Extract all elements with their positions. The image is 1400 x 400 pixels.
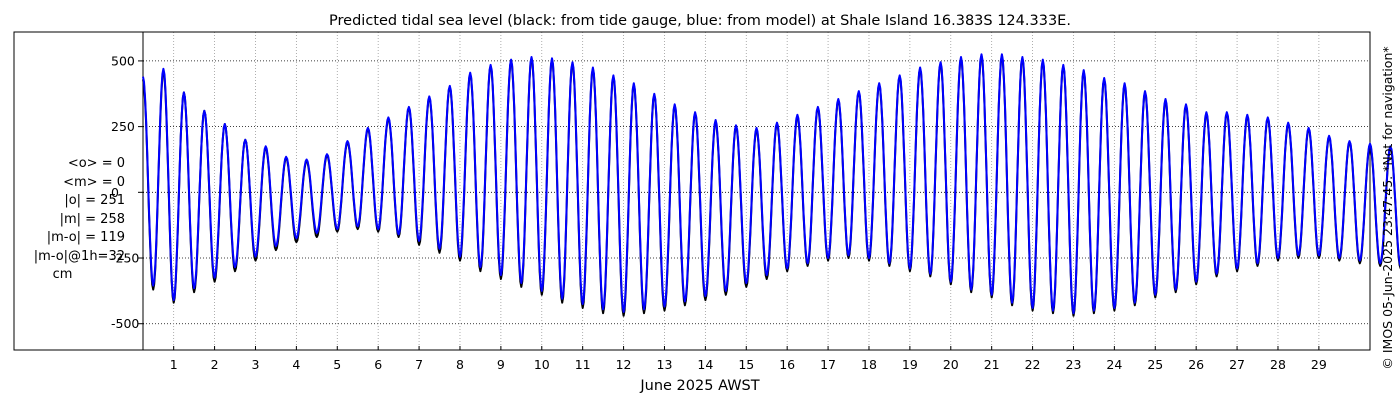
stat-unit: cm <box>52 267 73 282</box>
y-tick-label: -500 <box>111 316 139 331</box>
x-tick-label: 22 <box>1025 357 1041 372</box>
x-tick-label: 18 <box>861 357 877 372</box>
stat-abs-diff: |m-o| = 119 <box>46 230 125 245</box>
statistics-panel: <o> = 0 <m> = 0 |o| = 251 |m| = 258 |m-o… <box>0 155 125 285</box>
x-tick-label: 28 <box>1270 357 1286 372</box>
x-tick-label: 2 <box>211 357 219 372</box>
x-tick-label: 8 <box>456 357 464 372</box>
chart-title: Predicted tidal sea level (black: from t… <box>329 13 1071 29</box>
x-tick-label: 10 <box>534 357 550 372</box>
x-tick-label: 14 <box>697 357 713 372</box>
plot-area <box>142 31 1371 351</box>
x-tick-label: 27 <box>1229 357 1245 372</box>
y-tick-label: 0 <box>111 185 119 200</box>
stat-abs-observed: |o| = 251 <box>64 193 125 208</box>
x-tick-label: 5 <box>333 357 341 372</box>
watermark: © IMOS 05-Jun-2025 23:47:45. *Not for na… <box>1380 46 1395 369</box>
x-tick-label: 16 <box>779 357 795 372</box>
x-tick-label: 12 <box>616 357 632 372</box>
y-tick-label: 250 <box>111 119 135 134</box>
stat-mean-observed: <o> = 0 <box>67 156 125 171</box>
x-tick-label: 26 <box>1188 357 1204 372</box>
x-tick-label: 4 <box>292 357 300 372</box>
grid <box>143 32 1370 350</box>
figure-frame <box>13 31 1371 351</box>
x-tick-label: 1 <box>170 357 178 372</box>
x-tick-label: 9 <box>497 357 505 372</box>
x-axis: 1 2 3 4 5 6 7 8 9 10 11 12 13 14 15 16 17 18 19 20 21 22 23 24 2… <box>170 346 1327 372</box>
series-group <box>142 53 1400 317</box>
stat-abs-diff-1h: |m-o|@1h=32 <box>33 248 125 264</box>
x-tick-label: 24 <box>1106 357 1122 372</box>
x-tick-label: 13 <box>657 357 673 372</box>
x-tick-label: 23 <box>1066 357 1082 372</box>
x-tick-label: 29 <box>1311 357 1327 372</box>
x-axis-label: June 2025 AWST <box>639 378 759 394</box>
x-tick-label: 3 <box>251 357 259 372</box>
x-tick-label: 21 <box>984 357 1000 372</box>
x-tick-label: 19 <box>902 357 918 372</box>
y-axis: 500 250 0 -250 -500 <box>111 53 144 331</box>
y-tick-label: 500 <box>111 53 135 68</box>
y-tick-label: -250 <box>111 251 139 266</box>
stat-mean-model: <m> = 0 <box>63 174 125 190</box>
x-tick-label: 7 <box>415 357 423 372</box>
x-tick-label: 25 <box>1147 357 1163 372</box>
x-tick-label: 20 <box>943 357 959 372</box>
series-line-model <box>142 53 1400 315</box>
x-tick-label: 15 <box>738 357 754 372</box>
stat-abs-model: |m| = 258 <box>59 211 125 227</box>
x-tick-label: 11 <box>575 357 591 372</box>
x-tick-label: 6 <box>374 357 382 372</box>
x-tick-label: 17 <box>820 357 836 372</box>
